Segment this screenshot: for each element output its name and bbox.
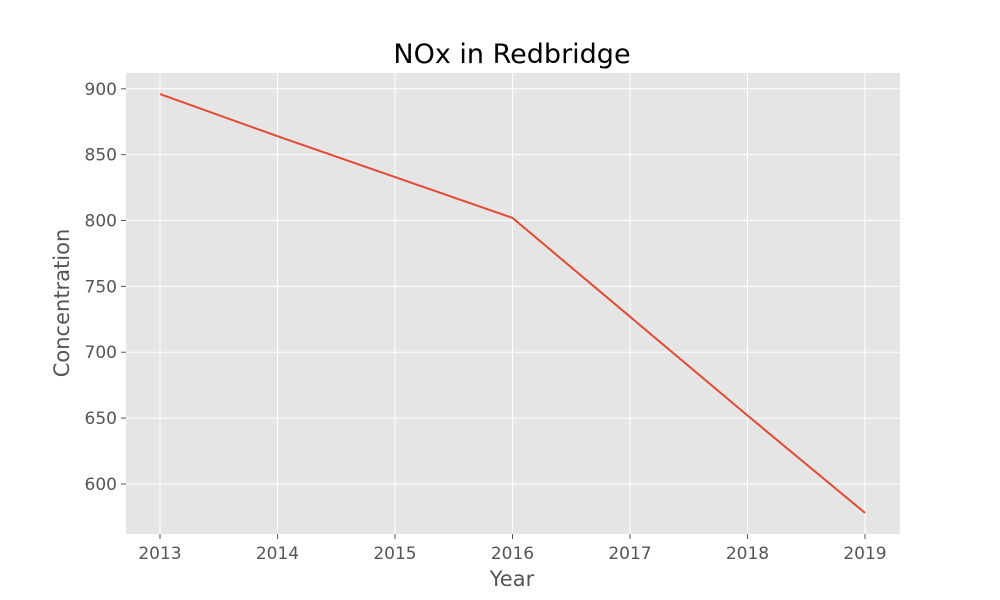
y-tick-label: 800	[85, 212, 117, 232]
y-tick-label: 600	[85, 475, 117, 495]
x-tick-label: 2013	[138, 544, 181, 564]
y-tick-label: 750	[85, 277, 117, 297]
x-axis-label: Year	[489, 567, 535, 591]
y-tick-label: 900	[85, 80, 117, 100]
chart-title: NOx in Redbridge	[393, 39, 630, 70]
series-layer	[159, 93, 866, 514]
x-tick-label: 2015	[373, 544, 416, 564]
x-tick-label: 2018	[726, 544, 769, 564]
y-tick-label: 650	[85, 409, 117, 429]
y-tick-label: 700	[85, 343, 117, 363]
x-tick-label: 2019	[843, 544, 886, 564]
y-tick-label: 850	[85, 146, 117, 166]
y-axis-label: Concentration	[50, 229, 74, 378]
x-axis: 2013 2014 2015 2016 2017 2018 2019	[138, 544, 886, 564]
y-axis: 600 650 700 750 800 850 900	[85, 80, 117, 495]
x-tick-label: 2016	[491, 544, 534, 564]
x-tick-label: 2014	[256, 544, 299, 564]
series-line	[159, 93, 866, 514]
gridlines	[121, 73, 900, 539]
x-tick-label: 2017	[608, 544, 651, 564]
